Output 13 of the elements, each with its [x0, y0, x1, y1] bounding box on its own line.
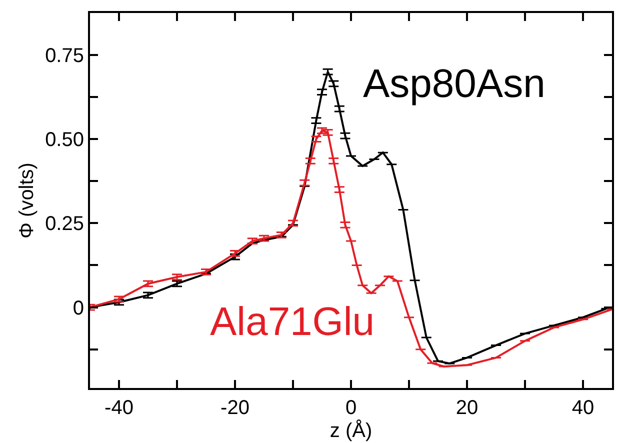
- x-tick-label: -40: [104, 397, 134, 419]
- y-tick-label: 0.75: [45, 45, 84, 68]
- x-axis-title: z (Å): [330, 419, 372, 442]
- x-tick-label: 20: [456, 397, 478, 419]
- y-axis-title: Φ (volts): [16, 162, 38, 238]
- x-tick-label: -20: [220, 397, 250, 419]
- y-tick-label: 0.25: [45, 213, 84, 236]
- x-tick-label: 40: [572, 397, 594, 419]
- x-tick-label: 0: [345, 397, 357, 419]
- legend-label: Ala71Glu: [210, 300, 375, 344]
- y-tick-label: 0.50: [45, 129, 84, 152]
- y-tick-label: 0: [72, 297, 84, 320]
- legend-label: Asp80Asn: [363, 62, 546, 106]
